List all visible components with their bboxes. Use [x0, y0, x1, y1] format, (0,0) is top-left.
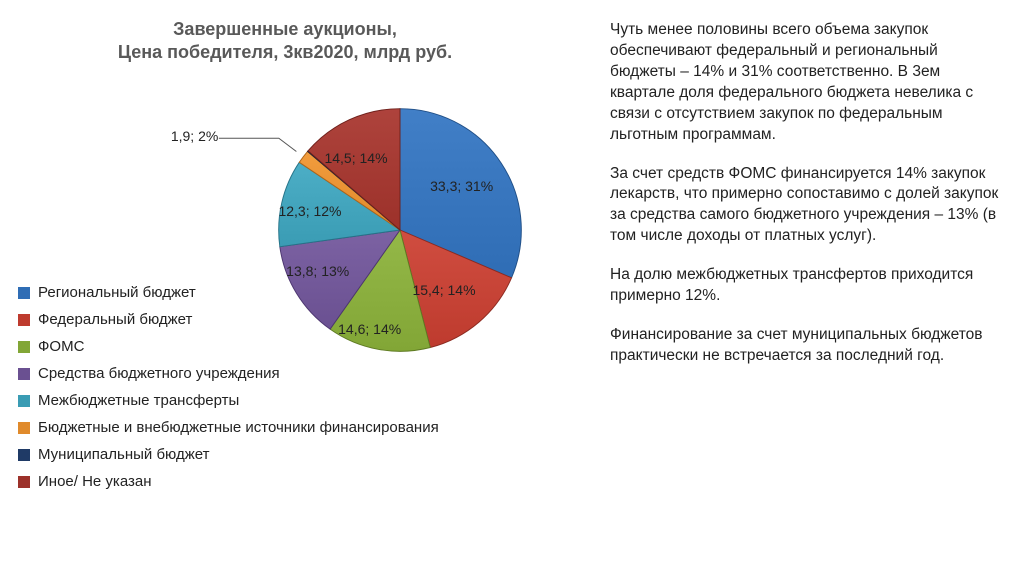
- slice-label-5: 1,9; 2%: [171, 128, 218, 144]
- legend-label-1: Федеральный бюджет: [38, 311, 192, 328]
- chart-title-line1: Завершенные аукционы,: [173, 19, 397, 39]
- chart-title: Завершенные аукционы, Цена победителя, 3…: [0, 18, 570, 63]
- slice-label-3: 13,8; 13%: [286, 263, 349, 279]
- legend-label-6: Муниципальный бюджет: [38, 446, 209, 463]
- page-root: Завершенные аукционы, Цена победителя, 3…: [0, 0, 1016, 579]
- legend-item-0: Региональный бюджет: [18, 284, 578, 301]
- legend-item-5: Бюджетные и внебюджетные источники финан…: [18, 419, 578, 436]
- legend-swatch-1: [18, 314, 30, 326]
- slice-label-7: 14,5; 14%: [324, 150, 387, 166]
- legend-label-7: Иное/ Не указан: [38, 473, 152, 490]
- legend-swatch-4: [18, 395, 30, 407]
- legend-item-2: ФОМС: [18, 338, 578, 355]
- legend-item-7: Иное/ Не указан: [18, 473, 578, 490]
- paragraph-1: За счет средств ФОМС финансируется 14% з…: [610, 164, 1000, 248]
- description-panel: Чуть менее половины всего объема закупок…: [610, 20, 1000, 385]
- slice-label-0: 33,3; 31%: [430, 178, 493, 194]
- legend-label-5: Бюджетные и внебюджетные источники финан…: [38, 419, 439, 436]
- legend-swatch-7: [18, 476, 30, 488]
- legend-swatch-6: [18, 449, 30, 461]
- legend-label-4: Межбюджетные трансферты: [38, 392, 239, 409]
- legend-label-0: Региональный бюджет: [38, 284, 196, 301]
- legend-swatch-0: [18, 287, 30, 299]
- legend-swatch-3: [18, 368, 30, 380]
- chart-panel: Завершенные аукционы, Цена победителя, 3…: [0, 0, 590, 579]
- legend-label-3: Средства бюджетного учреждения: [38, 365, 280, 382]
- legend: Региональный бюджет Федеральный бюджет Ф…: [18, 284, 578, 500]
- slice-label-4: 12,3; 12%: [278, 203, 341, 219]
- legend-item-6: Муниципальный бюджет: [18, 446, 578, 463]
- chart-title-line2: Цена победителя, 3кв2020, млрд руб.: [118, 42, 452, 62]
- legend-item-4: Межбюджетные трансферты: [18, 392, 578, 409]
- paragraph-2: На долю межбюджетных трансфертов приходи…: [610, 265, 1000, 307]
- legend-swatch-2: [18, 341, 30, 353]
- legend-swatch-5: [18, 422, 30, 434]
- legend-item-1: Федеральный бюджет: [18, 311, 578, 328]
- paragraph-0: Чуть менее половины всего объема закупок…: [610, 20, 1000, 146]
- paragraph-3: Финансирование за счет муниципальных бюд…: [610, 325, 1000, 367]
- legend-label-2: ФОМС: [38, 338, 84, 355]
- legend-item-3: Средства бюджетного учреждения: [18, 365, 578, 382]
